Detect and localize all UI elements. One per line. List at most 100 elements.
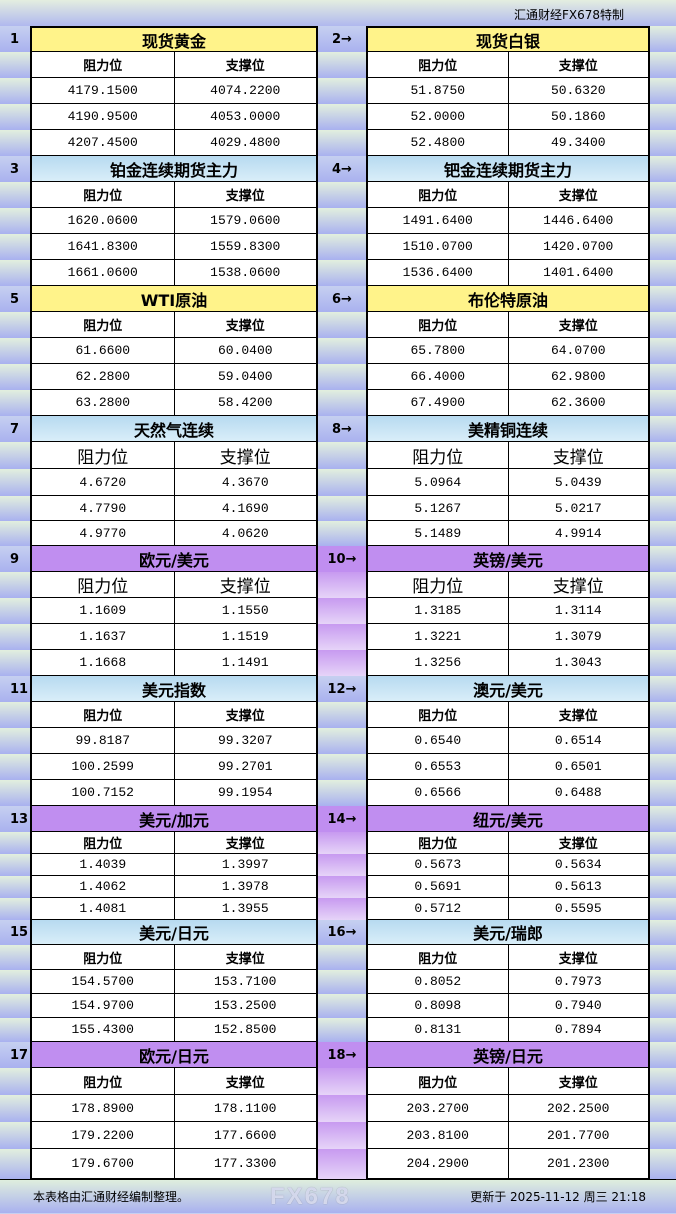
section-number <box>316 104 368 130</box>
section-header-row: 1 现货黄金 2→ 现货白银 <box>0 26 676 52</box>
resistance-value: 203.8100 <box>368 1122 508 1148</box>
level-row: 0.6566 0.6488 <box>368 780 648 806</box>
section-number <box>0 994 30 1018</box>
support-label: 支撑位 <box>173 312 316 337</box>
right-instrument-header: 澳元/美元 <box>368 676 648 702</box>
instrument-name: 英镑/日元 <box>368 1042 648 1067</box>
support-value: 1446.6400 <box>507 208 648 233</box>
level-row: 154.5700 153.7100 <box>30 970 316 994</box>
level-row: 1.4081 1.3955 <box>30 898 316 920</box>
level-row: 5.1489 4.9914 <box>368 521 648 546</box>
section-header-row: 3 铂金连续期货主力 4→ 钯金连续期货主力 <box>0 156 676 182</box>
gutter <box>648 286 676 312</box>
section-number <box>316 260 368 286</box>
section-row: 阻力位 支撑位 阻力位 支撑位 <box>0 1068 676 1095</box>
section-row: 99.8187 99.3207 0.6540 0.6514 <box>0 728 676 754</box>
section-row: 154.5700 153.7100 0.8052 0.7973 <box>0 970 676 994</box>
resistance-value: 5.0964 <box>368 469 508 495</box>
section-number <box>316 469 368 496</box>
right-instrument-header: 布伦特原油 <box>368 286 648 312</box>
support-value: 0.5613 <box>507 876 648 897</box>
section-number <box>0 1122 30 1149</box>
level-row: 99.8187 99.3207 <box>30 728 316 754</box>
resistance-value: 1.4081 <box>32 898 174 919</box>
section-number <box>0 1095 30 1122</box>
section-number: 2→ <box>316 26 368 52</box>
level-row: 203.2700 202.2500 <box>368 1095 648 1122</box>
gutter <box>648 52 676 78</box>
level-row: 1661.0600 1538.0600 <box>30 260 316 286</box>
gutter <box>648 806 676 832</box>
support-value: 4053.0000 <box>173 104 316 129</box>
resistance-value: 1510.0700 <box>368 234 508 259</box>
gutter <box>648 624 676 650</box>
gutter <box>648 390 676 416</box>
gutter <box>648 1042 676 1068</box>
section-number <box>316 728 368 754</box>
gutter <box>648 156 676 182</box>
right-instrument-header: 美元/瑞郎 <box>368 920 648 945</box>
support-value: 99.1954 <box>173 780 316 805</box>
support-value: 0.5595 <box>507 898 648 919</box>
resistance-value: 5.1489 <box>368 521 508 545</box>
level-row: 1491.6400 1446.6400 <box>368 208 648 234</box>
section-number <box>0 728 30 754</box>
gutter <box>648 416 676 442</box>
resistance-value: 65.7800 <box>368 338 508 363</box>
resistance-value: 1.3256 <box>368 650 508 675</box>
gutter <box>648 312 676 338</box>
column-header-row: 阻力位 支撑位 <box>368 312 648 338</box>
section-row: 1.1668 1.1491 1.3256 1.3043 <box>0 650 676 676</box>
gutter <box>648 1149 676 1179</box>
column-header-row: 阻力位 支撑位 <box>368 572 648 598</box>
support-value: 1.1550 <box>173 598 316 623</box>
section-header-row: 5 WTI原油 6→ 布伦特原油 <box>0 286 676 312</box>
level-row: 61.6600 60.0400 <box>30 338 316 364</box>
resistance-value: 1491.6400 <box>368 208 508 233</box>
support-value: 1.3043 <box>507 650 648 675</box>
section-number: 15 <box>0 920 30 945</box>
section-number <box>316 854 368 876</box>
section-number: 4→ <box>316 156 368 182</box>
support-label: 支撑位 <box>507 442 648 468</box>
column-header-row: 阻力位 支撑位 <box>368 182 648 208</box>
resistance-value: 4190.9500 <box>32 104 174 129</box>
column-header-row: 阻力位 支撑位 <box>368 52 648 78</box>
support-value: 5.0439 <box>507 469 648 495</box>
section-number <box>316 780 368 806</box>
column-header-row: 阻力位 支撑位 <box>30 945 316 970</box>
section-number <box>0 469 30 496</box>
level-row: 179.6700 177.3300 <box>30 1149 316 1179</box>
section-number <box>0 624 30 650</box>
right-instrument-header: 英镑/日元 <box>368 1042 648 1068</box>
column-header-row: 阻力位 支撑位 <box>30 702 316 728</box>
right-instrument-header: 钯金连续期货主力 <box>368 156 648 182</box>
level-row: 1510.0700 1420.0700 <box>368 234 648 260</box>
support-label: 支撑位 <box>173 945 316 969</box>
column-header-row: 阻力位 支撑位 <box>30 182 316 208</box>
instrument-name: 铂金连续期货主力 <box>32 156 316 181</box>
resistance-label: 阻力位 <box>32 442 174 468</box>
section-number <box>0 876 30 898</box>
support-value: 202.2500 <box>507 1095 648 1121</box>
gutter <box>648 920 676 945</box>
section-number: 18→ <box>316 1042 368 1068</box>
gutter <box>648 854 676 876</box>
right-instrument-header: 纽元/美元 <box>368 806 648 832</box>
section-number <box>316 898 368 920</box>
left-instrument-header: 美元/加元 <box>30 806 316 832</box>
gutter <box>648 728 676 754</box>
level-row: 154.9700 153.2500 <box>30 994 316 1018</box>
section-row: 阻力位 支撑位 阻力位 支撑位 <box>0 832 676 854</box>
resistance-value: 1641.8300 <box>32 234 174 259</box>
level-row: 4207.4500 4029.4800 <box>30 130 316 156</box>
resistance-value: 100.7152 <box>32 780 174 805</box>
resistance-value: 154.5700 <box>32 970 174 993</box>
section-number <box>316 1122 368 1149</box>
section-number <box>0 208 30 234</box>
level-row: 178.8900 178.1100 <box>30 1095 316 1122</box>
section-row: 阻力位 支撑位 阻力位 支撑位 <box>0 312 676 338</box>
section-number: 7 <box>0 416 30 442</box>
section-row: 61.6600 60.0400 65.7800 64.0700 <box>0 338 676 364</box>
section-row: 阻力位 支撑位 阻力位 支撑位 <box>0 572 676 598</box>
